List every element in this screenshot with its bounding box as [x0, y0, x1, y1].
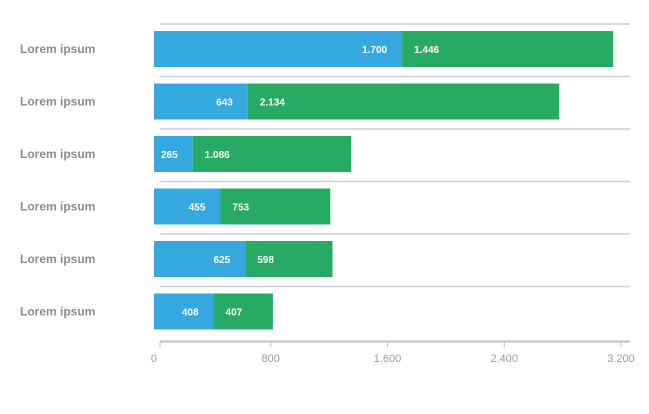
bar-segment-green: [213, 293, 273, 330]
bar-segment-blue: [154, 136, 193, 172]
bar-value-label: 643: [216, 98, 233, 109]
bar-value-label: 1.700: [362, 45, 387, 56]
bar-value-label: 625: [214, 255, 231, 266]
bar-segment-green: [402, 31, 614, 67]
x-tick-label: 3.200: [607, 353, 635, 365]
bar-value-label: 2.134: [260, 98, 285, 109]
bar-segment-blue: [154, 83, 248, 120]
category-label: Lorem ipsum: [20, 305, 95, 319]
category-label: Lorem ipsum: [20, 200, 95, 214]
bar-segment-blue: [154, 31, 403, 67]
x-tick-label: 0: [151, 353, 157, 365]
bar-value-label: 753: [232, 203, 249, 214]
bar-segment-green: [247, 83, 560, 120]
bar-segment-blue: [154, 293, 214, 330]
bar-value-label: 455: [189, 203, 206, 214]
value-labels: 1.700 1.446 643 2.134 265 1.086 455 753 625 598 40…: [161, 45, 440, 319]
gridlines: [160, 23, 630, 342]
bar-value-label: 408: [182, 308, 199, 319]
x-axis: 0 800 1.600 2.400 3.200: [151, 341, 635, 365]
category-label: Lorem ipsum: [20, 252, 95, 266]
bar-segment-green: [220, 188, 331, 225]
bar-segment-green: [245, 241, 333, 277]
category-label: Lorem ipsum: [20, 147, 95, 161]
bar-value-label: 407: [226, 308, 243, 319]
bar-value-label: 1.446: [414, 45, 439, 56]
bar-segment-blue: [154, 241, 246, 277]
bars: [154, 31, 614, 330]
bar-value-label: 1.086: [205, 150, 230, 161]
bar-value-label: 265: [161, 150, 178, 161]
category-label: Lorem ipsum: [20, 42, 95, 56]
x-tick-label: 1.600: [374, 353, 402, 365]
category-labels: Lorem ipsum Lorem ipsum Lorem ipsum Lorem i…: [20, 42, 95, 319]
x-tick-label: 800: [262, 353, 280, 365]
bar-segment-blue: [154, 188, 221, 225]
category-label: Lorem ipsum: [20, 95, 95, 109]
bar-value-label: 598: [257, 255, 274, 266]
x-tick-label: 2.400: [490, 353, 518, 365]
bar-segment-green: [192, 136, 352, 172]
